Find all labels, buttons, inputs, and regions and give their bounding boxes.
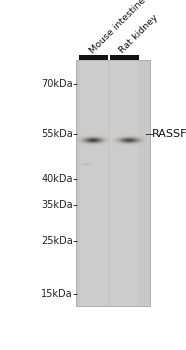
Bar	[110, 55, 139, 60]
Text: 15kDa: 15kDa	[41, 289, 73, 299]
Text: 25kDa: 25kDa	[41, 237, 73, 246]
Bar	[76, 60, 150, 306]
Text: Rat kidney: Rat kidney	[118, 13, 160, 55]
Bar	[110, 60, 138, 306]
Text: 35kDa: 35kDa	[41, 200, 73, 210]
Text: 40kDa: 40kDa	[41, 174, 73, 184]
Text: 70kDa: 70kDa	[41, 79, 73, 89]
Text: Mouse intestine: Mouse intestine	[88, 0, 147, 55]
Text: 55kDa: 55kDa	[41, 129, 73, 139]
Text: RASSF6: RASSF6	[152, 130, 186, 139]
Bar	[80, 60, 108, 306]
Bar	[79, 55, 108, 60]
